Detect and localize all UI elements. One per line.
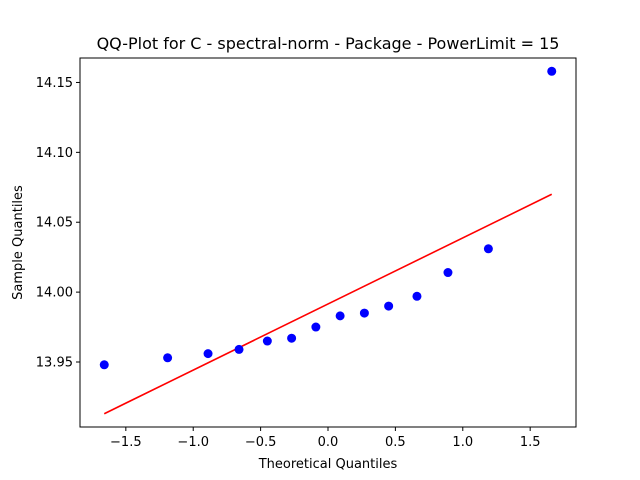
- x-tick-label: 1.5: [520, 435, 541, 450]
- data-marks: [99, 66, 557, 415]
- data-point: [547, 66, 557, 76]
- plot-area: [79, 57, 577, 428]
- data-point: [335, 311, 345, 321]
- x-tick-label: −1.5: [110, 435, 142, 450]
- data-point: [359, 308, 369, 318]
- reference-line: [103, 193, 553, 415]
- data-point: [262, 336, 272, 346]
- data-point: [443, 268, 453, 278]
- data-point: [99, 360, 109, 370]
- y-tick-label: 14.00: [36, 286, 73, 301]
- x-axis-label: Theoretical Quantiles: [258, 457, 398, 472]
- y-tick-label: 14.05: [36, 216, 73, 231]
- x-tick-label: 0.0: [318, 435, 339, 450]
- data-point: [311, 322, 321, 332]
- y-tick-label: 13.95: [36, 356, 73, 371]
- data-point: [287, 333, 297, 343]
- y-axis-ticks: 13.95 14.00 14.05 14.10 14.15: [36, 76, 80, 371]
- data-point: [203, 349, 213, 359]
- data-point: [163, 353, 173, 363]
- data-point: [483, 244, 493, 254]
- x-tick-label: −0.5: [245, 435, 277, 450]
- x-axis-ticks: −1.5 −1.0 −0.5 0.0 0.5 1.0 1.5: [110, 427, 541, 450]
- y-tick-label: 14.10: [36, 146, 73, 161]
- x-tick-label: −1.0: [177, 435, 209, 450]
- data-point: [384, 301, 394, 311]
- x-tick-label: 1.0: [452, 435, 473, 450]
- data-point: [412, 291, 422, 301]
- y-tick-label: 14.15: [36, 76, 73, 91]
- y-axis-label: Sample Quantiles: [11, 185, 26, 300]
- x-tick-label: 0.5: [385, 435, 406, 450]
- chart-title: QQ-Plot for C - spectral-norm - Package …: [97, 34, 560, 53]
- data-point: [234, 344, 244, 354]
